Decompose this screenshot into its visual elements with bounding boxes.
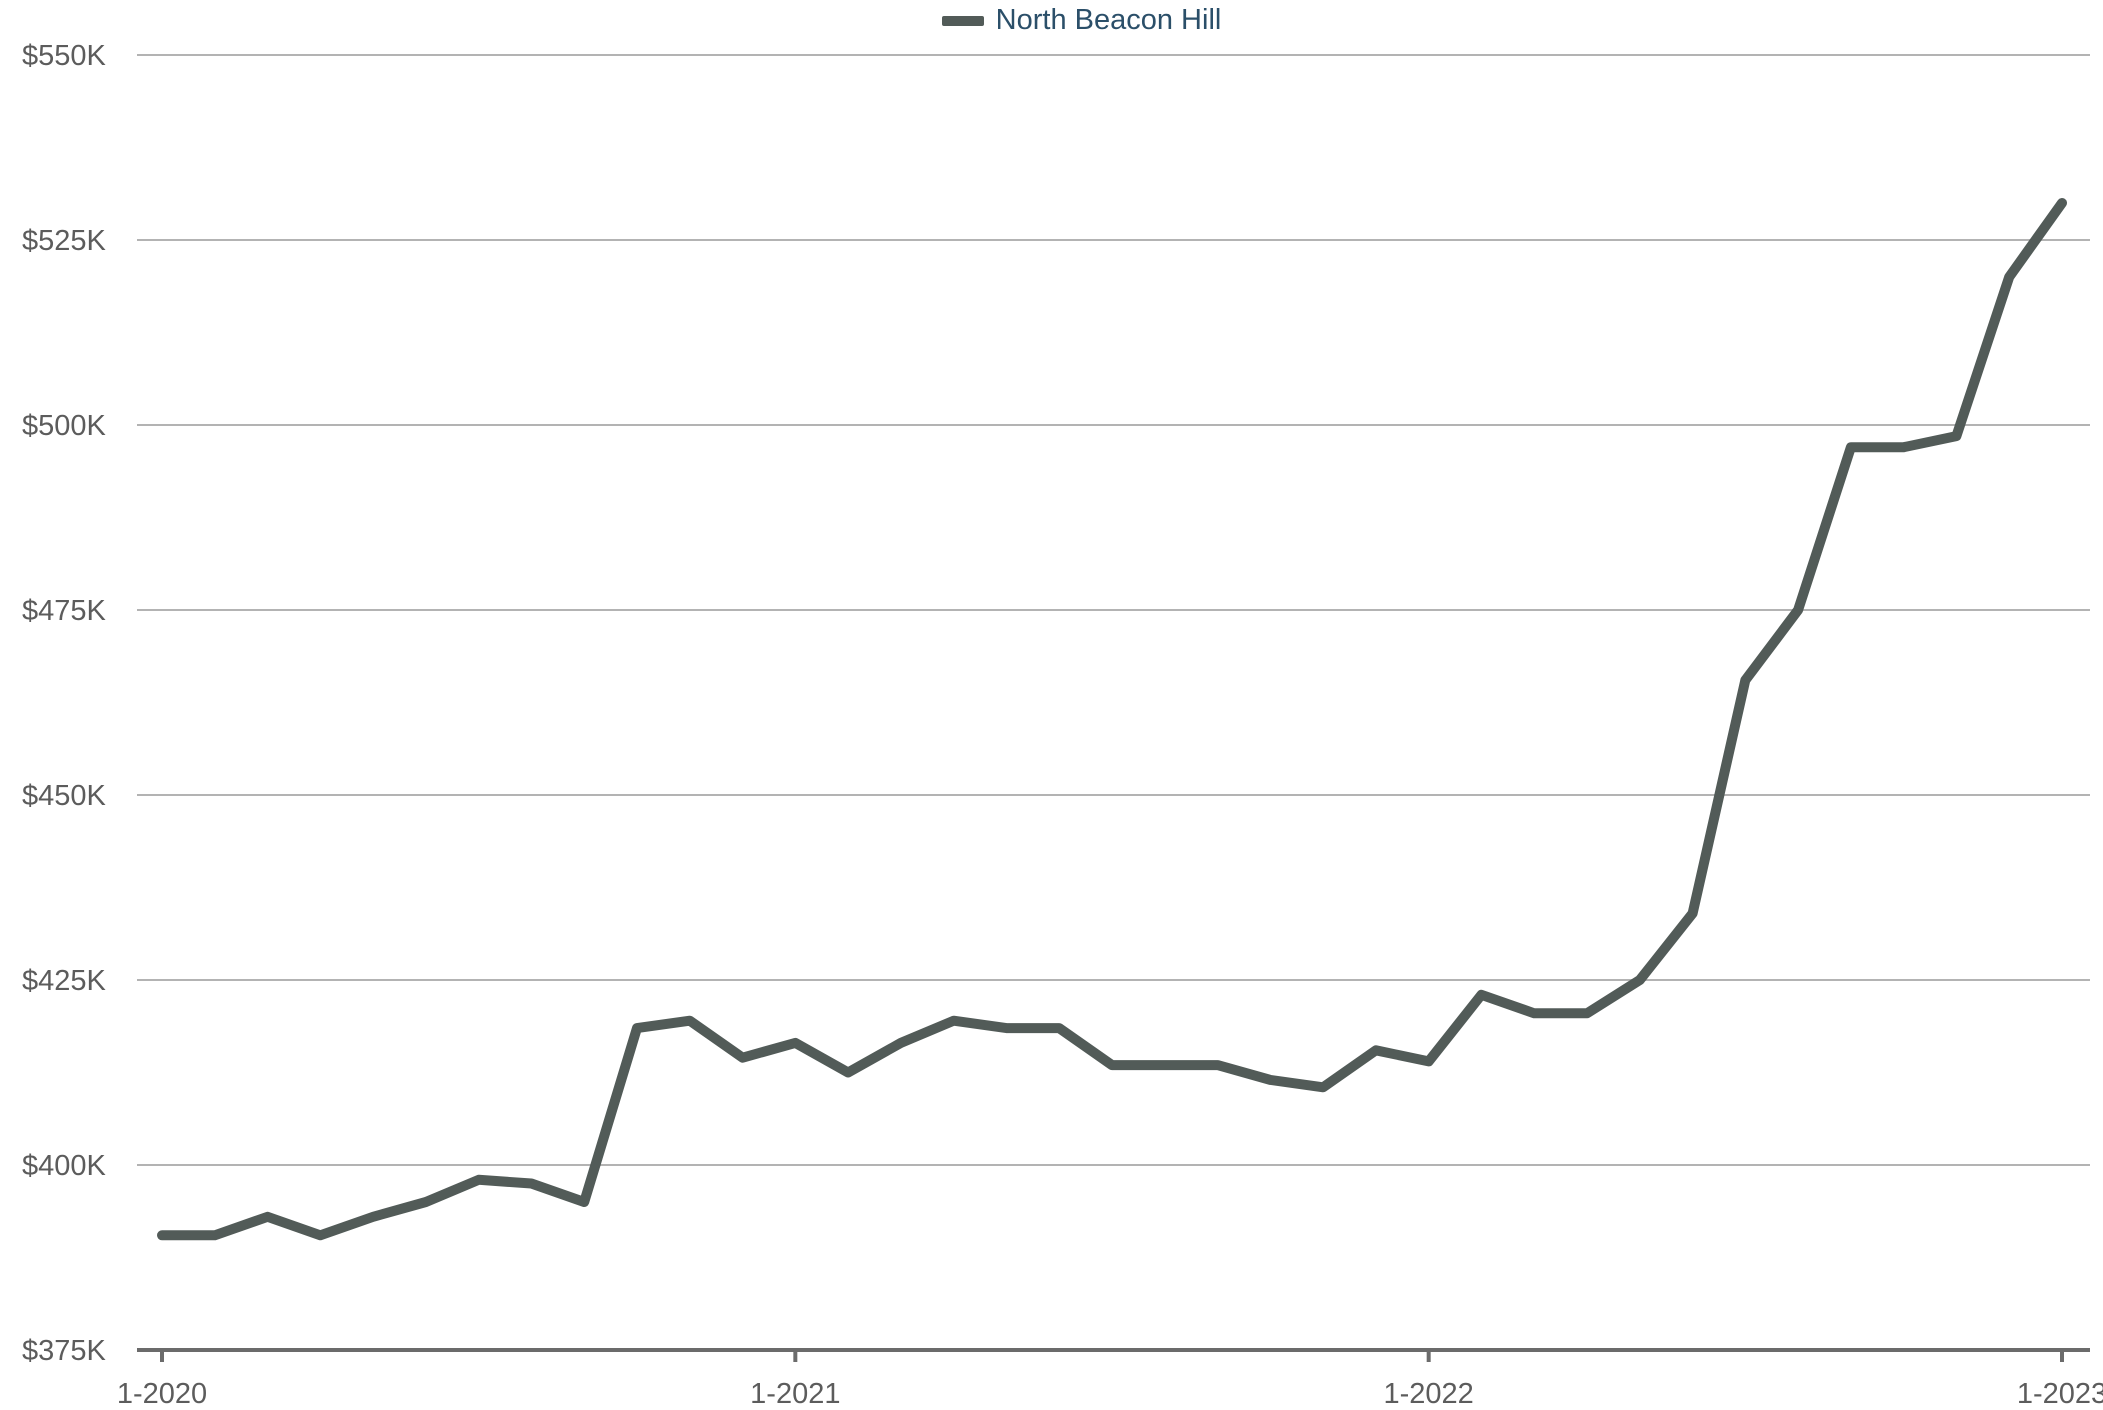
y-tick-label: $375K xyxy=(22,1335,107,1367)
legend-item[interactable]: North Beacon Hill xyxy=(941,4,1222,37)
x-tick-label: 1-2022 xyxy=(1384,1378,1474,1410)
grid-lines xyxy=(137,54,2090,1166)
y-tick-label: $550K xyxy=(22,40,107,72)
legend: North Beacon Hill xyxy=(0,4,2103,37)
y-tick-label: $475K xyxy=(22,595,107,627)
x-axis: 1-2020 1-2021 1-2022 1-2023 xyxy=(117,1348,2103,1410)
x-tick-label: 1-2023 xyxy=(2017,1378,2103,1410)
series-line[interactable] xyxy=(157,198,2067,1241)
y-axis: $375K $400K $425K $450K $475K $500K $525K $550K xyxy=(22,40,107,1367)
x-tick-label: 1-2021 xyxy=(750,1378,840,1410)
y-tick-label: $450K xyxy=(22,780,107,812)
y-tick-label: $400K xyxy=(22,1150,107,1182)
y-tick-label: $525K xyxy=(22,225,107,257)
y-tick-label: $500K xyxy=(22,410,107,442)
series-layer xyxy=(157,198,2067,1241)
legend-swatch xyxy=(941,15,984,26)
y-tick-label: $425K xyxy=(22,965,107,997)
legend-label: North Beacon Hill xyxy=(995,4,1222,36)
x-tick-label: 1-2020 xyxy=(117,1378,207,1410)
